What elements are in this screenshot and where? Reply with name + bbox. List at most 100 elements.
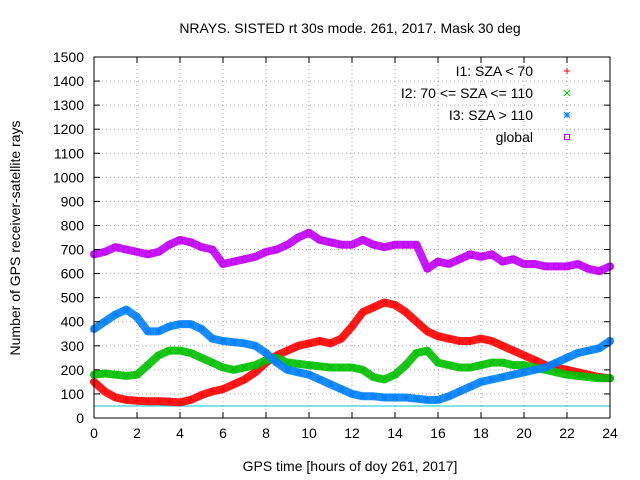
data-point: [488, 251, 495, 258]
data-point: [596, 268, 603, 275]
data-point: [348, 390, 356, 398]
data-point: [434, 359, 442, 367]
data-point: [509, 371, 517, 379]
data-point: [327, 239, 334, 246]
data-point: [445, 361, 453, 369]
data-point: [177, 236, 183, 243]
data-point: [359, 309, 366, 316]
data-point: [380, 376, 388, 383]
data-point: [144, 251, 151, 258]
data-point: [122, 372, 130, 380]
x-tick-label: 22: [559, 425, 575, 441]
legend-label: I1: SZA < 70: [456, 63, 534, 79]
y-tick-label: 100: [61, 386, 85, 402]
data-point: [391, 394, 399, 401]
y-tick-label: 500: [61, 290, 85, 306]
legend-label: global: [496, 129, 533, 145]
data-point: [284, 241, 291, 248]
data-point: [327, 380, 334, 388]
y-tick-label: 200: [61, 362, 85, 378]
x-tick-label: 24: [602, 425, 618, 441]
data-point: [198, 325, 205, 333]
data-point: [252, 253, 259, 260]
data-point: [456, 388, 463, 395]
y-tick-label: 700: [61, 242, 85, 258]
data-point: [370, 373, 377, 381]
data-point: [177, 399, 183, 406]
data-point: [595, 344, 603, 352]
x-tick-label: 8: [262, 425, 270, 441]
data-point: [219, 337, 227, 345]
data-point: [499, 258, 506, 265]
data-point: [134, 248, 140, 255]
y-tick-label: 300: [61, 338, 85, 354]
data-point: [349, 323, 355, 330]
data-point: [509, 361, 517, 369]
data-point: [574, 260, 581, 267]
data-point: [187, 396, 194, 403]
data-point: [230, 381, 237, 388]
data-point: [101, 248, 108, 255]
data-point: [370, 241, 377, 248]
data-point: [499, 359, 506, 367]
data-point: [316, 236, 323, 243]
data-point: [112, 244, 119, 251]
data-point: [251, 342, 259, 350]
data-point: [402, 309, 409, 316]
data-point: [563, 354, 571, 362]
data-point: [155, 328, 162, 335]
data-point: [327, 364, 334, 371]
data-point: [327, 340, 334, 347]
data-point: [122, 306, 130, 314]
x-tick-label: 16: [430, 425, 446, 441]
data-point: [165, 347, 173, 354]
data-point: [574, 349, 582, 357]
data-point: [101, 370, 109, 377]
data-point: [220, 386, 226, 393]
data-point: [241, 376, 248, 383]
data-point: [521, 260, 527, 267]
data-point: [112, 394, 119, 401]
data-point: [219, 364, 227, 371]
data-point: [563, 371, 571, 379]
data-point: [230, 338, 238, 346]
data-point: [381, 299, 388, 306]
legend: I1: SZA < 70 I2: 70 <= SZA <= 110 I3: SZA …: [401, 63, 571, 145]
y-tick-label: 800: [61, 217, 85, 233]
legend-label: I2: 70 <= SZA <= 110: [401, 85, 533, 101]
data-point: [520, 361, 528, 369]
data-point: [488, 376, 496, 383]
data-point: [176, 347, 184, 354]
y-tick-label: 1000: [53, 169, 84, 185]
y-tick-label: 600: [61, 266, 85, 282]
data-point: [349, 241, 355, 248]
data-point: [477, 361, 485, 369]
data-point: [348, 364, 356, 371]
data-point: [595, 374, 603, 382]
series-4: [90, 228, 614, 276]
y-tick-label: 1400: [53, 73, 84, 89]
data-point: [467, 251, 474, 258]
data-point: [392, 241, 398, 248]
y-axis-label: Number of GPS receiver-satellite rays: [7, 121, 23, 356]
data-point: [424, 328, 431, 335]
data-point: [133, 371, 141, 379]
data-point: [499, 342, 506, 349]
data-point: [435, 258, 441, 265]
y-tick-label: 900: [61, 193, 85, 209]
data-point: [391, 371, 399, 379]
data-point: [552, 368, 560, 376]
y-tick-label: 1100: [54, 145, 84, 161]
data-point: [552, 359, 560, 367]
data-point: [165, 323, 173, 330]
data-point: [198, 244, 205, 251]
data-point: [209, 246, 216, 253]
data-point: [263, 248, 269, 255]
data-point: [251, 361, 259, 369]
data-point: [252, 369, 259, 376]
data-point: [424, 265, 431, 272]
data-point: [230, 366, 238, 374]
data-point: [134, 397, 140, 404]
data-point: [467, 337, 474, 344]
